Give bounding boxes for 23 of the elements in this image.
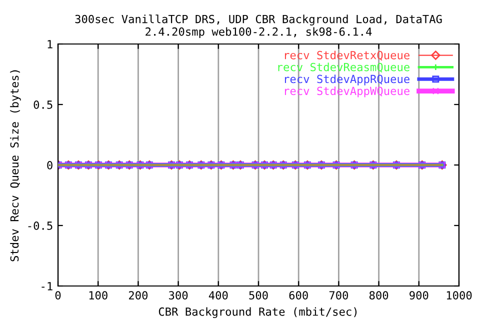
legend-label: recv StdevAppRQueue <box>284 74 410 86</box>
chart-title: 300sec VanillaTCP DRS, UDP CBR Background Load, DataTAG 2.4.20smp web100-2.2.1, sk98-6.1.4 <box>75 14 442 38</box>
legend-label: recv StdevReasmQueue <box>278 62 410 73</box>
legend-label: recv StdevRetxQueue <box>284 50 410 61</box>
legend-label: recv StdevAppWQueue <box>284 86 410 98</box>
x-tick-label: 800 <box>369 291 388 300</box>
y-tick-label: 1 <box>48 40 52 48</box>
y-tick-label: -0.5 <box>28 222 52 230</box>
x-tick-label: 400 <box>208 291 228 300</box>
y-axis-title: Stdev Recv Queue Size (bytes) <box>10 70 21 262</box>
x-tick-label: 1000 <box>446 291 472 300</box>
x-tick-label: 0 <box>55 291 61 300</box>
x-axis-title: CBR Background Rate (mbit/sec) <box>158 307 357 318</box>
x-tick-label: 100 <box>89 291 108 300</box>
x-tick-label: 600 <box>289 291 308 300</box>
y-tick-label: -1 <box>42 282 52 290</box>
y-tick-label: 0 <box>47 161 52 170</box>
x-tick-label: 900 <box>410 291 428 300</box>
x-tick-label: 500 <box>249 291 268 300</box>
x-tick-label: 300 <box>169 291 188 300</box>
y-tick-label: 0.5 <box>34 100 52 109</box>
x-tick-label: 200 <box>128 291 148 300</box>
x-tick-label: 700 <box>329 291 348 300</box>
